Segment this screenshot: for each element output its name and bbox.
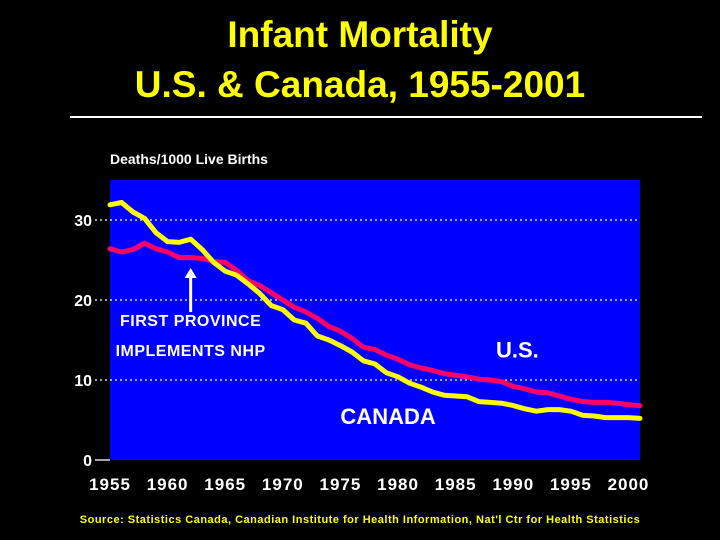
x-tick-label: 1960 (147, 475, 189, 494)
x-tick-label: 1990 (492, 475, 534, 494)
series-line-canada (107, 199, 643, 421)
x-tick-label: 1980 (377, 475, 419, 494)
annotation-line-1: FIRST PROVINCE (120, 313, 261, 330)
y-tick-label: 0 (83, 453, 92, 470)
annotation-line-2: IMPLEMENTS NHP (116, 343, 266, 360)
y-tick-label: 20 (74, 293, 92, 310)
y-tick-label: 30 (74, 213, 92, 230)
series-label-us: U.S. (496, 338, 539, 363)
x-tick-label: 1970 (262, 475, 304, 494)
chart-title-line-2: U.S. & Canada, 1955-2001 (134, 64, 586, 105)
source-citation: Source: Statistics Canada, Canadian Inst… (79, 514, 641, 526)
chart-title-line-1: Infant Mortality (227, 14, 493, 55)
x-tick-label: 1995 (550, 475, 592, 494)
x-tick-label: 1965 (204, 475, 246, 494)
infant-mortality-chart: Deaths/1000 Live Births 0 10 20 30 1955 1960 1… (74, 151, 650, 494)
series-label-canada: CANADA (340, 404, 435, 429)
title-divider (70, 116, 702, 118)
axis-layer: 0 10 20 30 1955 1960 1965 1970 1975 1980 1985 1990 1… (74, 213, 650, 494)
x-tick-label: 1955 (89, 475, 131, 494)
y-axis-label: Deaths/1000 Live Births (110, 151, 268, 167)
series-layer (107, 199, 643, 421)
y-tick-label: 10 (74, 373, 92, 390)
series-line-us (107, 240, 643, 409)
x-tick-label: 1975 (320, 475, 362, 494)
x-tick-label: 2000 (608, 475, 650, 494)
grid-layer (95, 219, 640, 461)
annotation-arrow-head (184, 268, 197, 278)
x-tick-label: 1985 (435, 475, 477, 494)
plot-area (110, 180, 640, 460)
annotation-layer: FIRST PROVINCE IMPLEMENTS NHP U.S. CANAD… (116, 313, 539, 429)
